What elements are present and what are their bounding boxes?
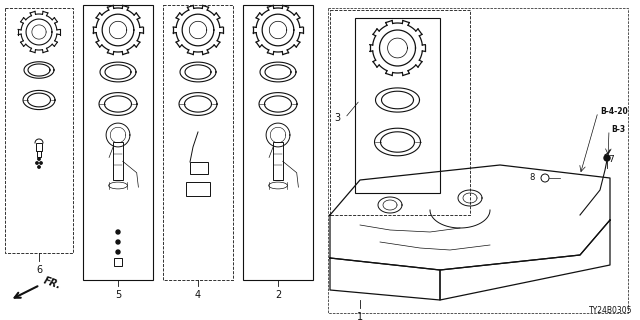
Text: 5: 5 xyxy=(115,290,121,300)
Text: 4: 4 xyxy=(195,290,201,300)
Bar xyxy=(328,8,628,313)
Circle shape xyxy=(36,162,38,164)
Text: FR.: FR. xyxy=(42,275,62,291)
Bar xyxy=(5,8,73,253)
Circle shape xyxy=(116,240,120,244)
Text: B-4-20: B-4-20 xyxy=(600,108,628,116)
Bar xyxy=(114,258,122,266)
Bar xyxy=(37,151,41,157)
Bar xyxy=(36,143,42,151)
Bar xyxy=(190,162,208,174)
Text: TY24B0305: TY24B0305 xyxy=(589,306,632,315)
Circle shape xyxy=(116,250,120,254)
Circle shape xyxy=(116,230,120,234)
Bar xyxy=(355,18,440,193)
Text: 1: 1 xyxy=(357,312,363,320)
Text: B-3: B-3 xyxy=(611,125,625,134)
Bar xyxy=(113,142,123,180)
Bar xyxy=(83,5,153,280)
Circle shape xyxy=(40,162,42,164)
Text: 3: 3 xyxy=(334,113,340,123)
Circle shape xyxy=(38,158,40,160)
Text: 6: 6 xyxy=(36,265,42,275)
Bar xyxy=(186,182,210,196)
Bar xyxy=(273,142,283,180)
Circle shape xyxy=(604,155,610,161)
Bar xyxy=(163,5,233,280)
Text: 7: 7 xyxy=(608,155,614,164)
Text: 2: 2 xyxy=(275,290,281,300)
Text: 8: 8 xyxy=(530,173,535,182)
Bar xyxy=(243,5,313,280)
Bar xyxy=(330,10,470,215)
Circle shape xyxy=(38,166,40,168)
